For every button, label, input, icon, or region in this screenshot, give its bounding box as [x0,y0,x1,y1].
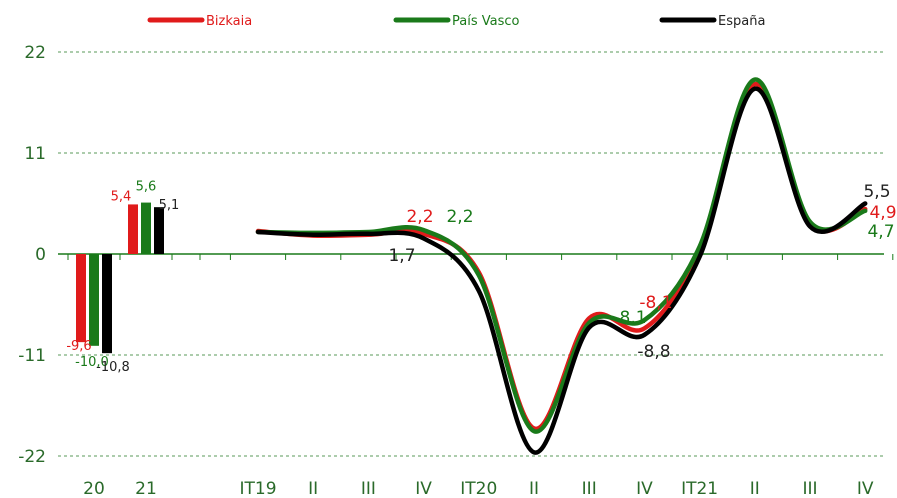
bar-label-pais-vasco-21: 5,6 [136,180,157,195]
data-labels: -9,6 5,4 -10,0 5,6 -10,8 5,1 2,2 2,2 1,7 -8,1-8,1… [66,180,896,376]
x-tick-label: III [361,479,376,498]
x-tick-label: IV [415,479,432,498]
line-label-bizkaia-iv: 2,2 [406,207,433,227]
line-label-bizkaia-iv: 4,9 [869,203,896,223]
x-tick-label: IV [636,479,653,498]
bar-label-espana-21: 5,1 [159,198,180,213]
x-tick-label: IV [857,479,874,498]
line-pais-vasco [255,77,868,434]
bar-label-bizkaia-21: 5,4 [111,189,132,204]
y-tick-label: -22 [18,447,46,467]
line-label-espana-iv: 5,5 [863,182,890,202]
y-tick-label: 11 [24,144,46,164]
y-tick-label: 22 [24,43,46,63]
y-tick-label: 0 [35,245,46,265]
bar-label-espana-20: -10,8 [96,360,130,375]
x-tick-label: 21 [135,479,157,498]
bar-espana-21 [154,207,164,254]
bar-pais-vasco-21 [141,202,151,254]
bar-pais-vasco-20 [89,254,99,346]
line-espana [255,86,868,455]
line-label-pais-vasco-iv: 2,2 [446,207,473,227]
line-label-espana-iv: 1,7 [388,246,415,266]
bar-bizkaia-20 [76,254,86,343]
quarterly-lines [255,77,868,455]
line-label-bizkaia-iv: -8,1 [639,293,672,313]
legend-label-bizkaia: Bizkaia [206,14,252,29]
x-tick-label: IT19 [239,479,276,498]
line-label-pais-vasco-iv: 4,7 [867,222,894,242]
annual-bars [76,202,164,354]
line-label-espana-iv: -8,8 [637,342,670,362]
y-axis: 22 11 0 -11 -22 [18,43,46,467]
bar-bizkaia-21 [128,204,138,254]
bar-espana-20 [102,254,112,354]
x-tick-label: II [529,479,539,498]
x-tick-label: IT21 [681,479,718,498]
bar-label-bizkaia-20: -9,6 [66,339,91,354]
x-tick-label: IT20 [460,479,497,498]
x-tick-label: III [802,479,817,498]
bar-label-pais-vasco-20: -10,0 [75,355,109,370]
legend-label-pais-vasco: País Vasco [452,14,520,29]
x-tick-label: II [750,479,760,498]
legend-label-espana: España [718,14,765,29]
y-tick-label: -11 [18,346,46,366]
line-label-pais-vasco-iv: -8,1 [613,308,646,328]
x-tick-label: III [582,479,597,498]
legend: Bizkaia País Vasco España [147,14,765,29]
x-tick-label: 20 [83,479,105,498]
x-tick-label: II [308,479,318,498]
x-axis: 20 21 IT19 II III IV IT20 II III IV IT21 II III IV [58,253,894,498]
